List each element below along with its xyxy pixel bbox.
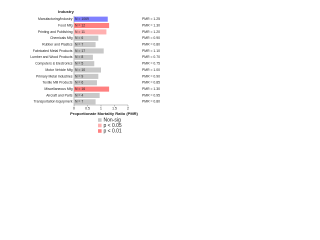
count-label: N = 7 bbox=[75, 42, 83, 46]
value-label: PMR = 0.70 bbox=[142, 55, 160, 59]
count-label: N = 8 bbox=[75, 55, 83, 59]
value-label: PMR = 1.30 bbox=[142, 23, 160, 27]
value-label: PMR = 1.20 bbox=[142, 30, 160, 34]
x-tick-label: 0 bbox=[73, 106, 75, 110]
category-label: Lumber and Wood Products bbox=[30, 55, 72, 59]
category-label: Chemicals Mfg bbox=[50, 36, 73, 40]
legend-label: p < 0.05 bbox=[104, 123, 122, 129]
bar bbox=[74, 35, 99, 41]
category-label: Textile Mill Products bbox=[43, 81, 73, 85]
value-label: PMR = 1.30 bbox=[142, 87, 160, 91]
category-label: Manufacturing/Industry bbox=[38, 17, 73, 21]
legend-label: p < 0.01 bbox=[104, 128, 122, 134]
x-tick-label: 1.5 bbox=[112, 106, 117, 110]
category-label: Transportation Equipment bbox=[34, 100, 73, 104]
value-label: PMR = 0.90 bbox=[142, 74, 160, 78]
legend-swatch bbox=[98, 123, 102, 128]
value-label: PMR = 0.85 bbox=[142, 81, 160, 85]
value-label: PMR = 1.00 bbox=[142, 68, 160, 72]
count-label: N = 6 bbox=[75, 81, 83, 85]
value-label: PMR = 0.80 bbox=[142, 42, 160, 46]
bar bbox=[74, 99, 96, 105]
x-axis-label: Proportionate Mortality Ratio (PMR) bbox=[70, 111, 138, 116]
count-label: N = 12 bbox=[75, 23, 85, 27]
x-tick-label: 1 bbox=[100, 106, 102, 110]
value-label: PMR = 0.75 bbox=[142, 62, 160, 66]
value-label: PMR = 0.90 bbox=[142, 36, 160, 40]
category-label: Computers & Electronics bbox=[35, 62, 73, 66]
category-label: Motor Vehicle Mfg bbox=[45, 68, 72, 72]
value-label: PMR = 1.25 bbox=[142, 17, 160, 21]
count-label: N = 16 bbox=[75, 87, 85, 91]
legend-swatch bbox=[98, 118, 102, 122]
category-label: Printing and Publishing bbox=[38, 30, 73, 34]
category-label: Aircraft and Parts bbox=[46, 93, 72, 97]
value-label: PMR = 0.80 bbox=[142, 100, 160, 104]
count-label: N = 5 bbox=[75, 62, 83, 66]
bar bbox=[74, 22, 110, 29]
category-label: Primary Metal Industries bbox=[36, 74, 73, 78]
bar bbox=[74, 86, 110, 92]
category-label: Rubber and Plastics bbox=[42, 42, 73, 46]
chart-title: Industry bbox=[58, 9, 75, 14]
bar bbox=[74, 61, 95, 67]
count-label: N = 6 bbox=[75, 36, 83, 40]
bar bbox=[74, 29, 107, 35]
count-label: N = 9 bbox=[75, 74, 83, 78]
legend-swatch bbox=[98, 129, 102, 133]
count-label: N = 1069 bbox=[75, 17, 89, 21]
x-tick-label: 2 bbox=[127, 106, 129, 110]
count-label: N = 17 bbox=[75, 49, 85, 53]
count-label: N = 7 bbox=[75, 100, 83, 104]
bar bbox=[74, 54, 93, 60]
count-label: N = 4 bbox=[75, 93, 83, 97]
count-label: N = 11 bbox=[75, 30, 85, 34]
bar bbox=[74, 92, 100, 99]
category-label: Fabricated Metal Products bbox=[33, 49, 73, 53]
chart: Industry Proportionate Mortality Ratio (… bbox=[30, 9, 160, 134]
value-label: PMR = 1.10 bbox=[142, 49, 160, 53]
value-label: PMR = 0.95 bbox=[142, 93, 160, 97]
bar bbox=[74, 73, 99, 79]
category-label: Miscellaneous Mfg bbox=[44, 87, 72, 91]
category-label: Food Mfg bbox=[58, 23, 72, 27]
bar bbox=[74, 16, 108, 22]
legend-label: Non-sig bbox=[104, 117, 121, 123]
bar bbox=[74, 80, 97, 86]
page: {"chart_data": { "type": "bar", "orienta… bbox=[0, 0, 162, 135]
bar bbox=[74, 48, 104, 54]
count-label: N = 10 bbox=[75, 68, 85, 72]
bar bbox=[74, 67, 101, 73]
bar bbox=[74, 42, 96, 48]
x-tick-label: 0.5 bbox=[85, 106, 90, 110]
